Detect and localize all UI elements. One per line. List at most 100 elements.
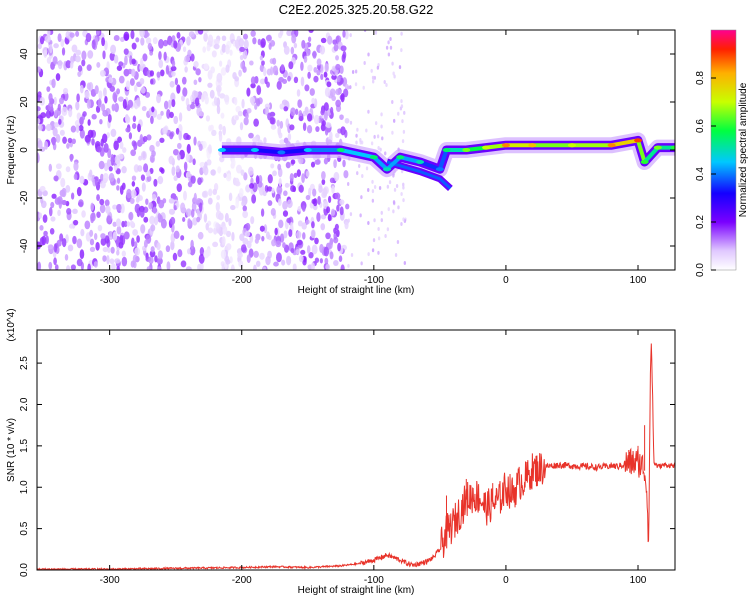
noise-speckle [142, 135, 148, 143]
noise-speckle [89, 229, 94, 237]
noise-speckle [400, 104, 404, 109]
ridge-peak [277, 150, 286, 155]
noise-speckle [264, 76, 268, 85]
y-tick-label: 40 [19, 48, 30, 60]
noise-speckle [378, 185, 382, 190]
snr-x-ticks: -300 -200 -100 0 100 [100, 330, 647, 586]
noise-speckle [256, 98, 261, 107]
noise-speckle [234, 97, 238, 106]
noise-speckle [82, 111, 87, 117]
noise-speckle [283, 45, 290, 55]
noise-speckle [344, 30, 349, 40]
noise-speckle [245, 222, 251, 231]
noise-speckle [113, 140, 119, 151]
noise-speckle [184, 55, 191, 63]
ridge-segment [252, 148, 284, 155]
noise-speckle [385, 45, 389, 50]
noise-speckle [290, 159, 296, 165]
noise-speckle [283, 190, 288, 197]
snr-frame [36, 329, 676, 571]
noise-speckle [49, 43, 53, 54]
noise-speckle [85, 32, 92, 43]
noise-speckle [279, 103, 285, 110]
noise-speckle [380, 218, 384, 223]
noise-speckle [334, 192, 341, 200]
noise-speckle [133, 141, 138, 151]
noise-speckle [69, 32, 75, 38]
noise-speckle [114, 155, 121, 165]
noise-speckle [61, 237, 67, 248]
noise-speckle [400, 48, 403, 53]
ridge-peak [416, 160, 425, 164]
noise-speckle [61, 199, 67, 206]
noise-speckle [145, 170, 151, 177]
noise-speckle [110, 153, 115, 164]
noise-speckle [121, 250, 126, 257]
noise-speckle [149, 78, 154, 85]
noise-speckle [44, 35, 51, 43]
noise-speckle [37, 106, 41, 112]
noise-speckle [220, 249, 227, 259]
noise-speckle [102, 246, 109, 253]
noise-speckle [207, 144, 212, 154]
noise-speckle [272, 65, 279, 76]
noise-speckle [391, 130, 394, 135]
noise-speckle [320, 73, 324, 81]
noise-speckle [376, 65, 380, 70]
spectrogram-x-label: Height of straight line (km) [298, 285, 415, 296]
noise-speckle [349, 120, 353, 125]
noise-speckle [332, 39, 338, 45]
noise-speckle [223, 172, 227, 178]
noise-speckle [265, 255, 271, 266]
noise-speckle [303, 55, 308, 63]
noise-speckle [174, 77, 179, 86]
noise-speckle [326, 122, 332, 129]
noise-speckle [311, 229, 316, 239]
noise-speckle [171, 99, 176, 108]
noise-speckle [104, 96, 108, 104]
ridge-peak [383, 167, 392, 172]
snr-y-scale-label: (x10^4) [6, 308, 17, 341]
noise-speckle [105, 205, 111, 214]
x-tick-label: 100 [630, 575, 647, 586]
noise-speckle [392, 118, 396, 123]
noise-speckle [383, 79, 386, 84]
noise-speckle [57, 209, 61, 217]
ridge-peak [396, 155, 405, 160]
noise-speckle [377, 227, 380, 232]
x-tick-label: -200 [232, 575, 252, 586]
noise-speckle [400, 221, 403, 226]
noise-speckle [90, 212, 96, 222]
noise-speckle [186, 248, 191, 255]
noise-speckle [342, 30, 346, 38]
noise-speckle [86, 82, 91, 90]
noise-speckle [79, 128, 85, 139]
noise-speckle [104, 199, 110, 207]
noise-speckle [152, 37, 158, 45]
noise-speckle [138, 155, 143, 161]
noise-speckle [171, 35, 176, 43]
noise-speckle [75, 55, 81, 63]
noise-speckle [46, 56, 52, 64]
noise-speckle [117, 136, 122, 143]
noise-speckle [169, 216, 176, 225]
noise-speckle [197, 231, 204, 240]
noise-speckle [403, 110, 406, 115]
noise-speckle [304, 84, 310, 92]
noise-speckle [71, 44, 78, 53]
noise-speckle [374, 30, 378, 35]
noise-speckle [116, 185, 120, 191]
noise-speckle [283, 106, 289, 112]
noise-speckle [213, 38, 220, 45]
noise-speckle [101, 103, 106, 112]
noise-speckle [48, 163, 53, 172]
noise-speckle [391, 61, 394, 66]
noise-speckle [94, 85, 99, 95]
noise-speckle [248, 132, 254, 139]
noise-speckle [272, 57, 277, 65]
noise-speckle [288, 61, 294, 70]
noise-speckle [95, 241, 100, 251]
noise-speckle [160, 167, 165, 174]
noise-speckle [271, 187, 275, 194]
noise-speckle [306, 245, 311, 254]
